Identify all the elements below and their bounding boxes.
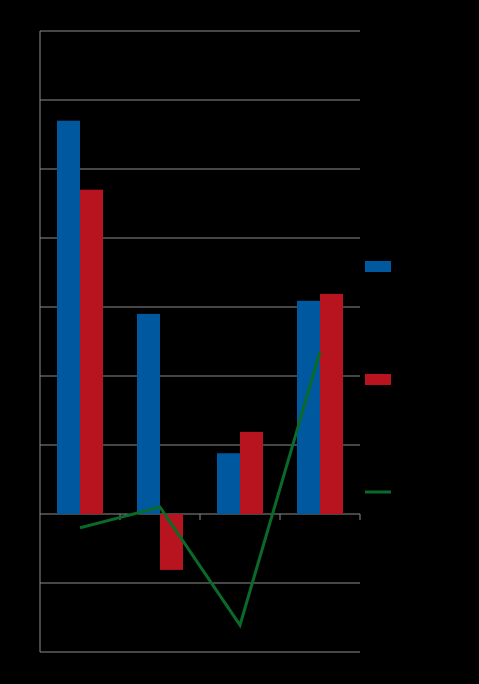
bar	[137, 313, 160, 514]
bar	[57, 120, 80, 514]
line	[79, 351, 322, 629]
bar	[240, 431, 263, 514]
bar	[297, 300, 320, 514]
bar	[160, 514, 183, 570]
legend-swatch	[365, 261, 391, 272]
bar	[320, 293, 343, 514]
legend-swatch	[365, 374, 391, 385]
bar	[217, 453, 240, 514]
bar	[80, 189, 103, 514]
